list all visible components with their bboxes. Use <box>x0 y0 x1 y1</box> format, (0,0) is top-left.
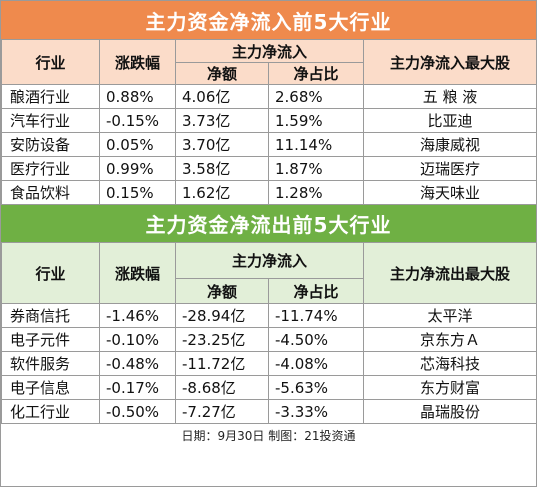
outflow-header-top-stock: 主力净流出最大股 <box>363 242 537 304</box>
inflow-top-stock-cell: 海天味业 <box>363 180 537 205</box>
inflow-table: 行业 涨跌幅 主力净流入 主力净流入最大股 净额 净占比 酿酒行业 0.88% 4.… <box>1 39 537 205</box>
outflow-ratio-cell: -4.50% <box>267 327 365 352</box>
inflow-industry-cell: 医疗行业 <box>1 156 100 181</box>
inflow-amount-cell: 3.58亿 <box>175 156 269 181</box>
outflow-change-cell: -0.17% <box>99 375 176 400</box>
outflow-ratio-cell: -5.63% <box>267 375 365 400</box>
inflow-header-ratio: 净占比 <box>267 62 365 85</box>
outflow-top-stock-cell: 京东方Ａ <box>363 327 537 352</box>
outflow-industry-cell: 电子信息 <box>1 375 100 400</box>
inflow-top-stock-cell: 比亚迪 <box>363 108 537 133</box>
inflow-amount-cell: 4.06亿 <box>175 84 269 109</box>
outflow-top-stock-cell: 芯海科技 <box>363 351 537 376</box>
outflow-industry-cell: 电子元件 <box>1 327 100 352</box>
outflow-ratio-cell: -3.33% <box>267 399 365 424</box>
inflow-header-change: 涨跌幅 <box>99 39 176 85</box>
outflow-table: 行业 涨跌幅 主力净流入 主力净流出最大股 净额 净占比 券商信托 -1.46% -… <box>1 242 537 424</box>
inflow-header-amount: 净额 <box>175 62 269 85</box>
outflow-top-stock-cell: 东方财富 <box>363 375 537 400</box>
outflow-table-row: 电子元件 -0.10% -23.25亿 -4.50% 京东方Ａ <box>1 327 537 352</box>
inflow-change-cell: 0.99% <box>99 156 176 181</box>
inflow-change-cell: 0.15% <box>99 180 176 205</box>
inflow-table-row: 汽车行业 -0.15% 3.73亿 1.59% 比亚迪 <box>1 108 537 133</box>
inflow-header-group: 主力净流入 <box>174 39 365 63</box>
outflow-change-cell: -1.46% <box>99 303 176 328</box>
outflow-amount-cell: -8.68亿 <box>175 375 269 400</box>
inflow-ratio-cell: 1.59% <box>267 108 365 133</box>
inflow-ratio-cell: 1.28% <box>267 180 365 205</box>
outflow-header-group: 主力净流入 <box>174 242 365 279</box>
outflow-industry-cell: 券商信托 <box>1 303 100 328</box>
outflow-top-stock-cell: 太平洋 <box>363 303 537 328</box>
inflow-industry-cell: 汽车行业 <box>1 108 100 133</box>
outflow-header-industry: 行业 <box>1 242 100 304</box>
inflow-ratio-cell: 1.87% <box>267 156 365 181</box>
inflow-change-cell: 0.05% <box>99 132 176 157</box>
inflow-amount-cell: 3.70亿 <box>175 132 269 157</box>
outflow-title: 主力资金净流出前5大行业 <box>1 205 536 242</box>
outflow-table-row: 券商信托 -1.46% -28.94亿 -11.74% 太平洋 <box>1 303 537 328</box>
outflow-table-row: 电子信息 -0.17% -8.68亿 -5.63% 东方财富 <box>1 375 537 400</box>
outflow-change-cell: -0.50% <box>99 399 176 424</box>
inflow-industry-cell: 安防设备 <box>1 132 100 157</box>
inflow-title: 主力资金净流入前5大行业 <box>1 1 536 39</box>
inflow-table-row: 食品饮料 0.15% 1.62亿 1.28% 海天味业 <box>1 180 537 205</box>
inflow-table-row: 医疗行业 0.99% 3.58亿 1.87% 迈瑞医疗 <box>1 156 537 181</box>
outflow-amount-cell: -28.94亿 <box>175 303 269 328</box>
inflow-ratio-cell: 2.68% <box>267 84 365 109</box>
outflow-ratio-cell: -4.08% <box>267 351 365 376</box>
outflow-amount-cell: -23.25亿 <box>175 327 269 352</box>
inflow-top-stock-cell: 迈瑞医疗 <box>363 156 537 181</box>
inflow-table-row: 安防设备 0.05% 3.70亿 11.14% 海康威视 <box>1 132 537 157</box>
outflow-amount-cell: -7.27亿 <box>175 399 269 424</box>
inflow-ratio-cell: 11.14% <box>267 132 365 157</box>
outflow-table-row: 软件服务 -0.48% -11.72亿 -4.08% 芯海科技 <box>1 351 537 376</box>
inflow-header-top-stock: 主力净流入最大股 <box>363 39 537 85</box>
outflow-industry-cell: 软件服务 <box>1 351 100 376</box>
outflow-ratio-cell: -11.74% <box>267 303 365 328</box>
inflow-industry-cell: 酿酒行业 <box>1 84 100 109</box>
outflow-industry-cell: 化工行业 <box>1 399 100 424</box>
outflow-header-amount: 净额 <box>175 278 269 304</box>
outflow-change-cell: -0.10% <box>99 327 176 352</box>
outflow-header-change: 涨跌幅 <box>99 242 176 304</box>
inflow-top-stock-cell: 五 粮 液 <box>363 84 537 109</box>
inflow-industry-cell: 食品饮料 <box>1 180 100 205</box>
inflow-header-industry: 行业 <box>1 39 100 85</box>
outflow-top-stock-cell: 晶瑞股份 <box>363 399 537 424</box>
inflow-amount-cell: 3.73亿 <box>175 108 269 133</box>
inflow-change-cell: -0.15% <box>99 108 176 133</box>
inflow-change-cell: 0.88% <box>99 84 176 109</box>
outflow-header-ratio: 净占比 <box>267 278 365 304</box>
outflow-amount-cell: -11.72亿 <box>175 351 269 376</box>
inflow-amount-cell: 1.62亿 <box>175 180 269 205</box>
footer-credit: 日期：9月30日 制图：21投资通 <box>1 424 536 446</box>
inflow-table-row: 酿酒行业 0.88% 4.06亿 2.68% 五 粮 液 <box>1 84 537 109</box>
inflow-top-stock-cell: 海康威视 <box>363 132 537 157</box>
outflow-table-row: 化工行业 -0.50% -7.27亿 -3.33% 晶瑞股份 <box>1 399 537 424</box>
outflow-change-cell: -0.48% <box>99 351 176 376</box>
